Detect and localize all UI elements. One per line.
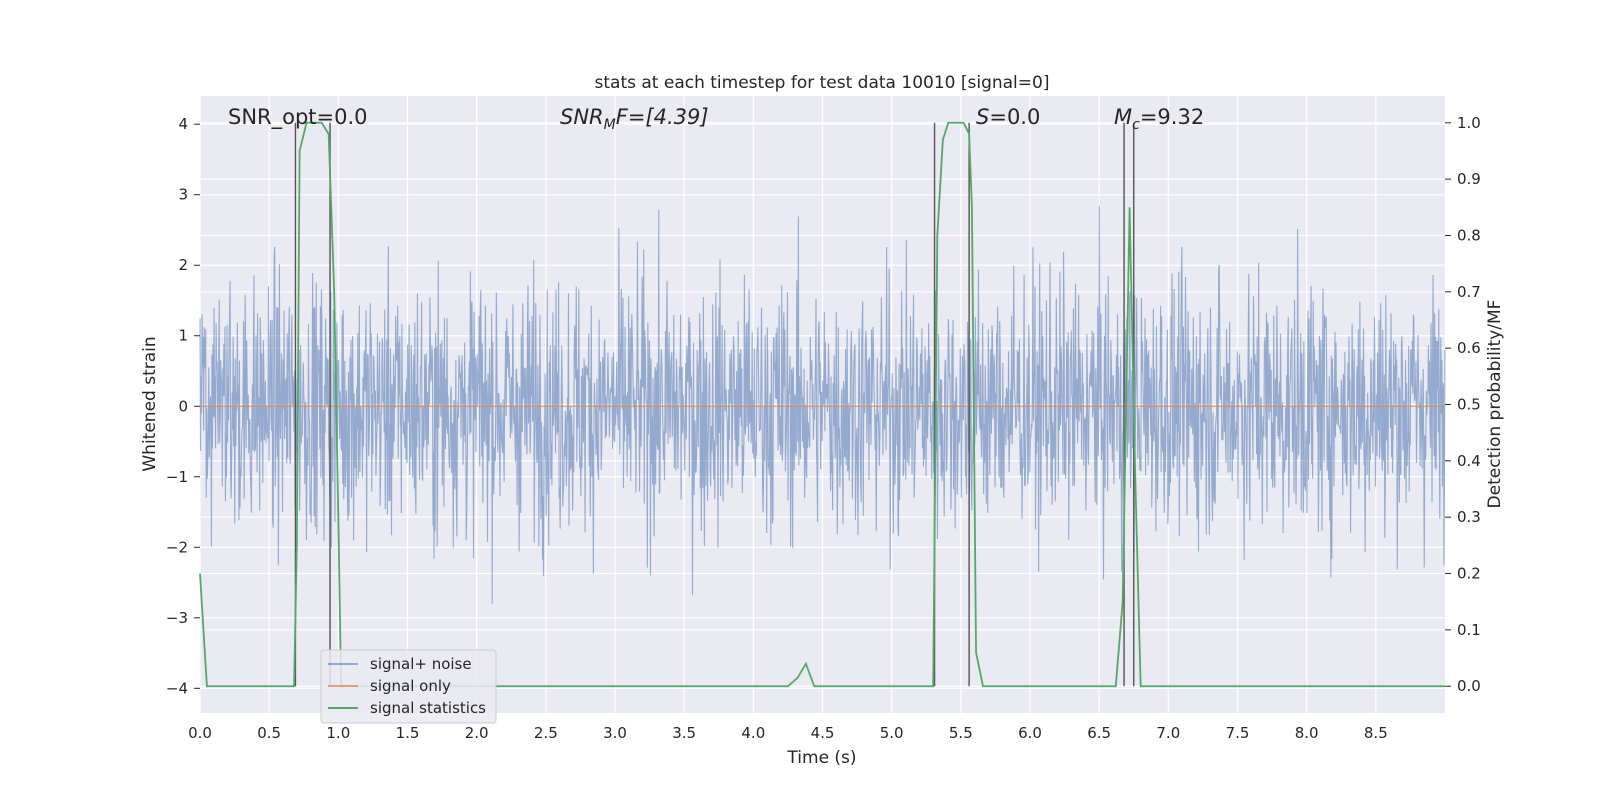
x-tick-label: 0.0 [188, 724, 212, 742]
legend-label-signal-only: signal only [370, 677, 451, 695]
y-tick-label: −1 [166, 468, 188, 486]
y-tick-label: 2 [178, 256, 188, 274]
signal-statistics-line [199, 121, 1445, 688]
legend-label-noise: signal+ noise [370, 655, 472, 673]
x-tick-label: 5.5 [949, 724, 973, 742]
chart-title: stats at each timestep for test data 100… [595, 73, 1050, 93]
annotation-mc: Mc=9.32 [1114, 105, 1204, 133]
x-tick-label: 4.5 [811, 724, 835, 742]
y2-tick-label: 0.8 [1457, 226, 1481, 244]
y2-tick-label: 0.0 [1457, 677, 1481, 695]
noise-series [199, 205, 1446, 604]
y2-tick-label: 1.0 [1457, 114, 1481, 132]
y2-tick-label: 0.3 [1457, 508, 1481, 526]
y-axis-label: Whitened strain [140, 336, 160, 471]
annotation-snr-opt: SNR_opt=0.0 [228, 105, 368, 130]
x-axis-label: Time (s) [786, 748, 856, 768]
x-tick-label: 7.5 [1226, 724, 1250, 742]
x-tick-label: 6.0 [1018, 724, 1042, 742]
annotation-s-main: S [976, 105, 989, 129]
y-tick-label: −3 [166, 609, 188, 627]
x-tick-label: 0.5 [257, 724, 281, 742]
y-tick-labels: 4 3 2 1 0 −1 −2 −3 −4 [166, 115, 200, 697]
x-tick-label: 8.0 [1295, 724, 1319, 742]
annotation-mc-main: M [1114, 105, 1132, 129]
signal-statistics-series [199, 121, 1445, 688]
y2-tick-labels: 1.0 0.9 0.8 0.7 0.6 0.5 0.4 0.3 0.2 0.1 0.0 [1445, 114, 1481, 695]
annotation-s: S=0.0 [976, 105, 1040, 129]
annotation-snr-mf: SNRMF=[4.39] [560, 105, 709, 133]
x-tick-label: 2.5 [534, 724, 558, 742]
x-tick-label: 5.0 [880, 724, 904, 742]
y2-tick-label: 0.5 [1457, 396, 1481, 414]
x-tick-labels: 0.0 0.5 1.0 1.5 2.0 2.5 3.0 3.5 4.0 4.5 5.0 5.5 6.0 6… [188, 724, 1388, 742]
x-tick-label: 3.0 [603, 724, 627, 742]
x-tick-label: 2.0 [465, 724, 489, 742]
legend-label-statistics: signal statistics [370, 699, 486, 717]
y2-tick-label: 0.9 [1457, 170, 1481, 188]
annotation-s-rest: =0.0 [989, 105, 1040, 129]
y-tick-label: 4 [178, 115, 188, 133]
annotation-mc-sub: c [1132, 117, 1140, 133]
annotation-snr-mf-rest: F=[4.39] [616, 105, 709, 129]
y-tick-label: −4 [166, 679, 188, 697]
annotation-mc-rest: =9.32 [1140, 105, 1204, 129]
y2-tick-label: 0.2 [1457, 565, 1481, 583]
x-tick-label: 1.5 [396, 724, 420, 742]
y2-tick-label: 0.4 [1457, 452, 1481, 470]
x-tick-label: 7.0 [1156, 724, 1180, 742]
signal-plus-noise-line [199, 205, 1446, 604]
y2-tick-label: 0.7 [1457, 283, 1481, 301]
y-tick-label: 3 [178, 186, 188, 204]
y2-tick-label: 0.6 [1457, 339, 1481, 357]
annotation-snr-mf-main: SNR [560, 105, 604, 129]
annotation-snr-mf-sub: M [604, 117, 616, 133]
x-tick-label: 3.5 [672, 724, 696, 742]
y-tick-label: 0 [178, 397, 188, 415]
x-tick-label: 4.0 [741, 724, 765, 742]
legend-box [320, 649, 497, 724]
x-tick-label: 1.0 [326, 724, 350, 742]
legend: signal+ noise signal only signal statist… [320, 649, 497, 724]
y-tick-label: −2 [166, 538, 188, 556]
y2-tick-label: 0.1 [1457, 621, 1481, 639]
y2-axis-label: Detection probability/MF [1485, 300, 1505, 509]
y-tick-label: 1 [178, 327, 188, 345]
x-tick-label: 8.5 [1364, 724, 1388, 742]
x-tick-label: 6.5 [1087, 724, 1111, 742]
